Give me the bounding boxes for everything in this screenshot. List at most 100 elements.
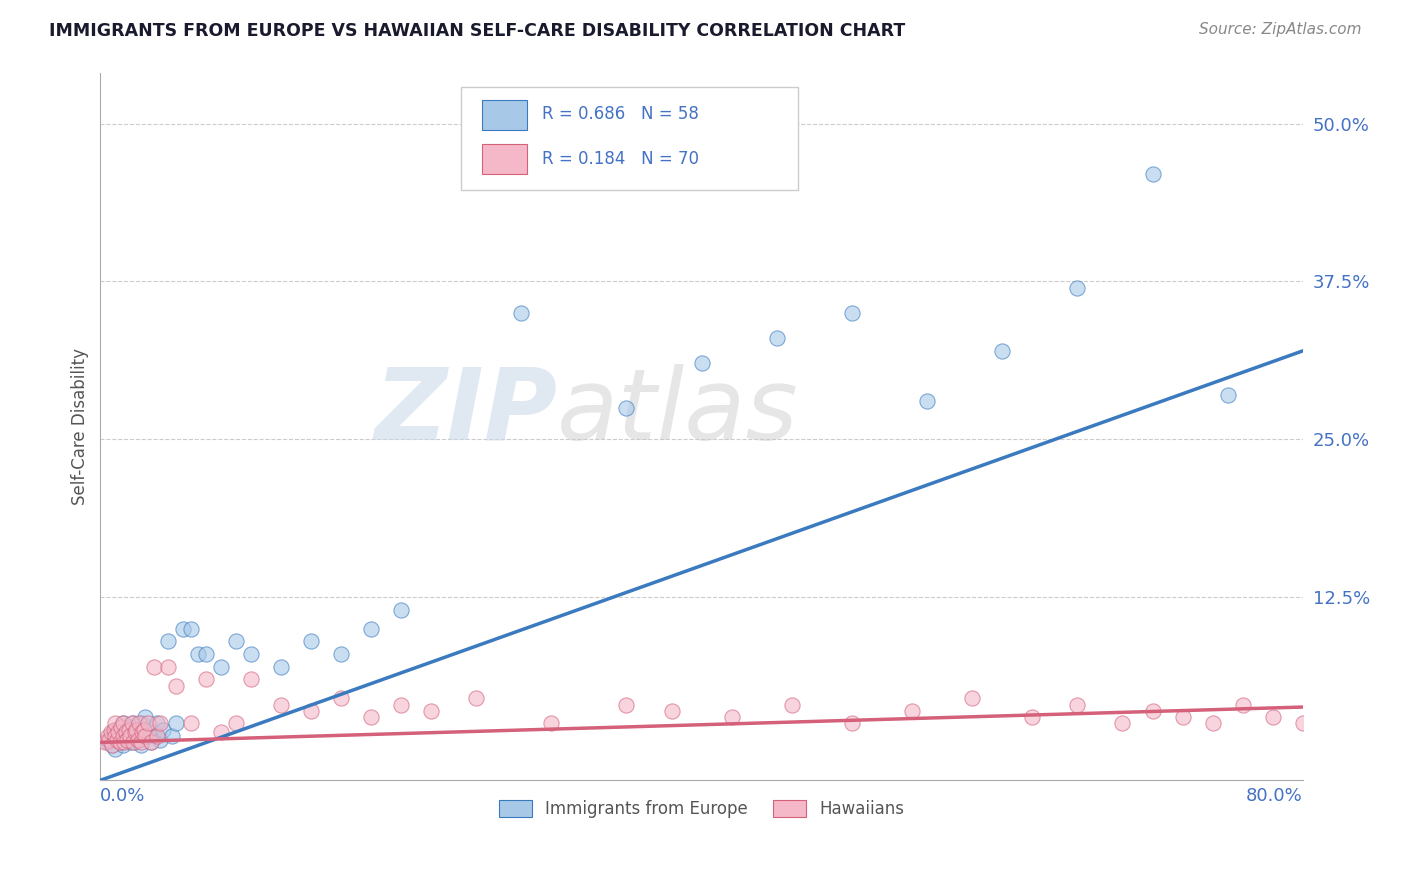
Point (103, 723, 125, 737)
Point (1201, 716, 1223, 731)
Point (118, 725, 141, 739)
Point (131, 716, 153, 731)
Text: IMMIGRANTS FROM EUROPE VS HAWAIIAN SELF-CARE DISABILITY CORRELATION CHART: IMMIGRANTS FROM EUROPE VS HAWAIIAN SELF-… (49, 22, 905, 40)
Point (901, 704, 924, 718)
Point (510, 306, 533, 320)
Point (991, 343, 1014, 358)
FancyBboxPatch shape (481, 100, 527, 129)
Point (1111, 716, 1133, 731)
Point (138, 729, 160, 743)
Point (194, 647, 217, 661)
Point (111, 729, 134, 743)
Point (143, 725, 166, 739)
Point (149, 716, 172, 731)
Point (165, 679, 187, 693)
Point (225, 716, 247, 731)
Point (616, 698, 638, 712)
Point (98, 732, 121, 747)
Point (165, 716, 187, 731)
Point (960, 691, 983, 706)
Point (125, 723, 148, 737)
Point (540, 716, 562, 731)
Point (141, 735, 163, 749)
Point (132, 723, 155, 737)
Point (780, 698, 803, 712)
Point (1171, 710, 1194, 724)
Point (108, 735, 131, 749)
Text: R = 0.184   N = 70: R = 0.184 N = 70 (541, 150, 699, 168)
Point (1021, 710, 1043, 724)
Point (1322, 659, 1344, 673)
Point (143, 659, 166, 673)
Point (125, 725, 148, 739)
Point (156, 659, 179, 673)
Point (616, 401, 638, 415)
Point (1066, 698, 1088, 712)
Point (841, 716, 863, 731)
Text: ZIP: ZIP (374, 364, 557, 461)
Point (124, 735, 146, 749)
Point (187, 647, 209, 661)
Point (172, 622, 194, 636)
Point (239, 672, 262, 686)
Point (389, 603, 412, 617)
Point (156, 634, 179, 648)
Point (103, 732, 125, 747)
Point (122, 716, 145, 731)
FancyBboxPatch shape (461, 87, 797, 190)
Point (100, 725, 122, 739)
Point (141, 735, 163, 749)
Point (1382, 704, 1405, 718)
Y-axis label: Self-Care Disability: Self-Care Disability (72, 348, 89, 505)
Legend: Immigrants from Europe, Hawaiians: Immigrants from Europe, Hawaiians (492, 794, 911, 825)
Text: Source: ZipAtlas.com: Source: ZipAtlas.com (1198, 22, 1361, 37)
Point (146, 729, 169, 743)
Point (120, 735, 142, 749)
Point (128, 716, 150, 731)
Point (152, 723, 174, 737)
Point (149, 732, 172, 747)
Point (1142, 704, 1164, 718)
Point (129, 738, 152, 752)
Point (360, 622, 382, 636)
Point (120, 720, 142, 734)
Point (112, 729, 135, 743)
Point (209, 659, 232, 673)
Point (104, 741, 127, 756)
Point (299, 704, 322, 718)
Point (101, 738, 124, 752)
Point (465, 691, 488, 706)
Point (105, 725, 128, 739)
Point (107, 725, 129, 739)
Point (131, 725, 153, 739)
Point (115, 723, 138, 737)
Point (270, 698, 292, 712)
Point (101, 738, 124, 752)
Text: R = 0.686   N = 58: R = 0.686 N = 58 (541, 105, 699, 123)
Point (690, 356, 713, 370)
Point (105, 732, 128, 747)
Point (1261, 710, 1284, 724)
Point (661, 704, 683, 718)
Point (111, 716, 134, 731)
Point (129, 735, 152, 749)
Text: 0.0%: 0.0% (100, 787, 146, 805)
Point (97, 735, 120, 749)
Point (128, 732, 150, 747)
Point (194, 672, 217, 686)
Point (100, 729, 122, 743)
Point (124, 725, 146, 739)
Point (111, 716, 134, 731)
Point (360, 710, 382, 724)
Point (111, 738, 134, 752)
Point (110, 735, 132, 749)
Point (1292, 716, 1315, 731)
Point (97, 729, 120, 743)
Point (117, 732, 139, 747)
Point (121, 729, 143, 743)
Point (420, 704, 443, 718)
Text: atlas: atlas (557, 364, 799, 461)
Point (299, 634, 322, 648)
Point (112, 735, 135, 749)
Point (841, 306, 863, 320)
